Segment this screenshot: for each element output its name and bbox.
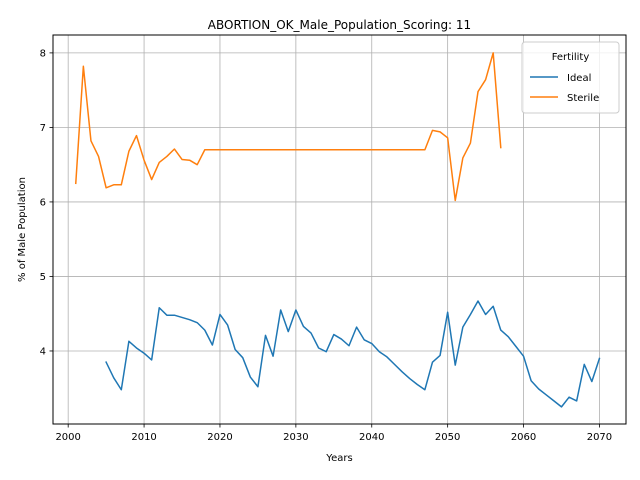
y-axis-title: % of Male Population: [17, 177, 28, 282]
chart-title: ABORTION_OK_Male_Population_Scoring: 11: [208, 18, 471, 32]
y-tick-label: 4: [40, 346, 46, 357]
y-tick-label: 5: [40, 272, 46, 283]
series-line-sterile: [74, 52, 502, 202]
series-line-ideal: [105, 300, 601, 408]
series-lines: [74, 52, 601, 408]
x-tick-label: 2070: [587, 432, 612, 443]
x-tick-label: 2010: [131, 432, 156, 443]
y-tick-label: 6: [40, 197, 46, 208]
legend-title: Fertility: [552, 52, 590, 63]
legend-label-ideal: Ideal: [567, 73, 591, 84]
x-tick-label: 2050: [435, 432, 460, 443]
axis-ticks: 2000 2010 2020 2030 2040 2050 2060 2070 4 5 6 7 8: [40, 48, 613, 443]
x-tick-label: 2060: [511, 432, 536, 443]
x-tick-label: 2020: [207, 432, 232, 443]
y-tick-label: 8: [40, 48, 46, 59]
legend: Fertility Ideal Sterile: [521, 41, 620, 114]
x-tick-label: 2030: [283, 432, 308, 443]
legend-label-sterile: Sterile: [567, 93, 599, 104]
y-tick-label: 7: [40, 123, 46, 134]
legend-box: [521, 41, 620, 114]
x-axis-title: Years: [325, 453, 352, 464]
x-tick-label: 2000: [55, 432, 80, 443]
x-tick-label: 2040: [359, 432, 384, 443]
plot-frame: [52, 34, 627, 425]
